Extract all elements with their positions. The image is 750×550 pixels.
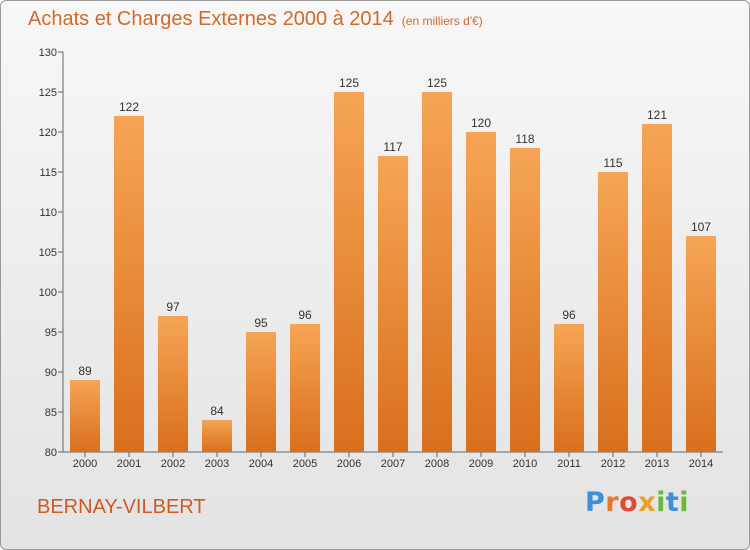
bar	[466, 132, 496, 452]
bar	[158, 316, 188, 452]
chart-title: Achats et Charges Externes 2000 à 2014 (e…	[28, 8, 483, 31]
y-tick-label: 85	[45, 407, 57, 419]
bar	[554, 324, 584, 452]
bar	[290, 324, 320, 452]
bar-value-label: 96	[298, 308, 312, 322]
bar	[422, 92, 452, 452]
x-tick-label: 2005	[293, 458, 317, 470]
x-tick-label: 2011	[557, 458, 581, 470]
logo-letter: i	[656, 487, 666, 518]
chart-value-labels: 89 122 97 84 95 96 125 117 125 120 118 96 115 121 107	[78, 76, 711, 418]
bar-value-label: 125	[427, 76, 447, 90]
bar-value-label: 121	[647, 108, 667, 122]
y-tick-label: 105	[39, 247, 57, 259]
chart-unit: (en milliers d'€)	[401, 14, 483, 28]
commune-name: BERNAY-VILBERT	[37, 496, 206, 518]
bar-value-label: 115	[603, 156, 622, 170]
y-tick-label: 115	[39, 167, 57, 179]
chart-title-text: Achats et Charges Externes 2000 à 2014	[28, 8, 394, 30]
bar	[510, 148, 540, 452]
bar	[598, 172, 628, 452]
x-tick-label: 2009	[469, 458, 493, 470]
bar-value-label: 118	[515, 132, 534, 146]
bar	[202, 420, 232, 452]
bar-value-label: 89	[78, 364, 92, 378]
chart-bars	[70, 92, 716, 452]
bar-value-label: 120	[471, 116, 491, 130]
proxiti-logo: Proxiti	[585, 487, 689, 518]
bar-value-label: 95	[254, 316, 268, 330]
logo-letter: r	[605, 487, 620, 518]
bar-value-label: 122	[119, 100, 139, 114]
bar-value-label: 96	[562, 308, 576, 322]
y-tick-label: 95	[45, 327, 57, 339]
y-tick-label: 90	[45, 367, 57, 379]
bar	[70, 380, 100, 452]
bar-value-label: 117	[383, 140, 402, 154]
logo-letter: i	[679, 487, 690, 518]
logo-letter: x	[638, 487, 657, 518]
x-tick-label: 2007	[381, 458, 405, 470]
x-tick-label: 2012	[601, 458, 625, 470]
bar	[378, 156, 408, 452]
logo-letter: P	[585, 487, 606, 518]
logo-letter: t	[665, 487, 680, 518]
x-tick-label: 2008	[425, 458, 449, 470]
bar	[642, 124, 672, 452]
bar	[334, 92, 364, 452]
y-tick-label: 80	[45, 447, 57, 459]
y-tick-label: 125	[39, 87, 57, 99]
bar-value-label: 125	[339, 76, 359, 90]
x-tick-label: 2000	[73, 458, 97, 470]
x-tick-label: 2001	[117, 458, 141, 470]
x-tick-label: 2010	[513, 458, 537, 470]
x-tick-label: 2002	[161, 458, 185, 470]
bar-value-label: 97	[166, 300, 180, 314]
x-tick-label: 2004	[249, 458, 273, 470]
bar-value-label: 84	[210, 404, 224, 418]
x-tick-label: 2003	[205, 458, 229, 470]
bar	[114, 116, 144, 452]
x-tick-label: 2014	[689, 458, 713, 470]
bar	[686, 236, 716, 452]
y-tick-label: 110	[39, 207, 57, 219]
bar	[246, 332, 276, 452]
logo-letter: o	[619, 487, 639, 518]
y-tick-label: 130	[39, 47, 57, 59]
y-tick-label: 100	[39, 287, 57, 299]
x-tick-label: 2013	[645, 458, 669, 470]
x-tick-label: 2006	[337, 458, 361, 470]
bar-value-label: 107	[691, 220, 711, 234]
y-tick-label: 120	[39, 127, 57, 139]
